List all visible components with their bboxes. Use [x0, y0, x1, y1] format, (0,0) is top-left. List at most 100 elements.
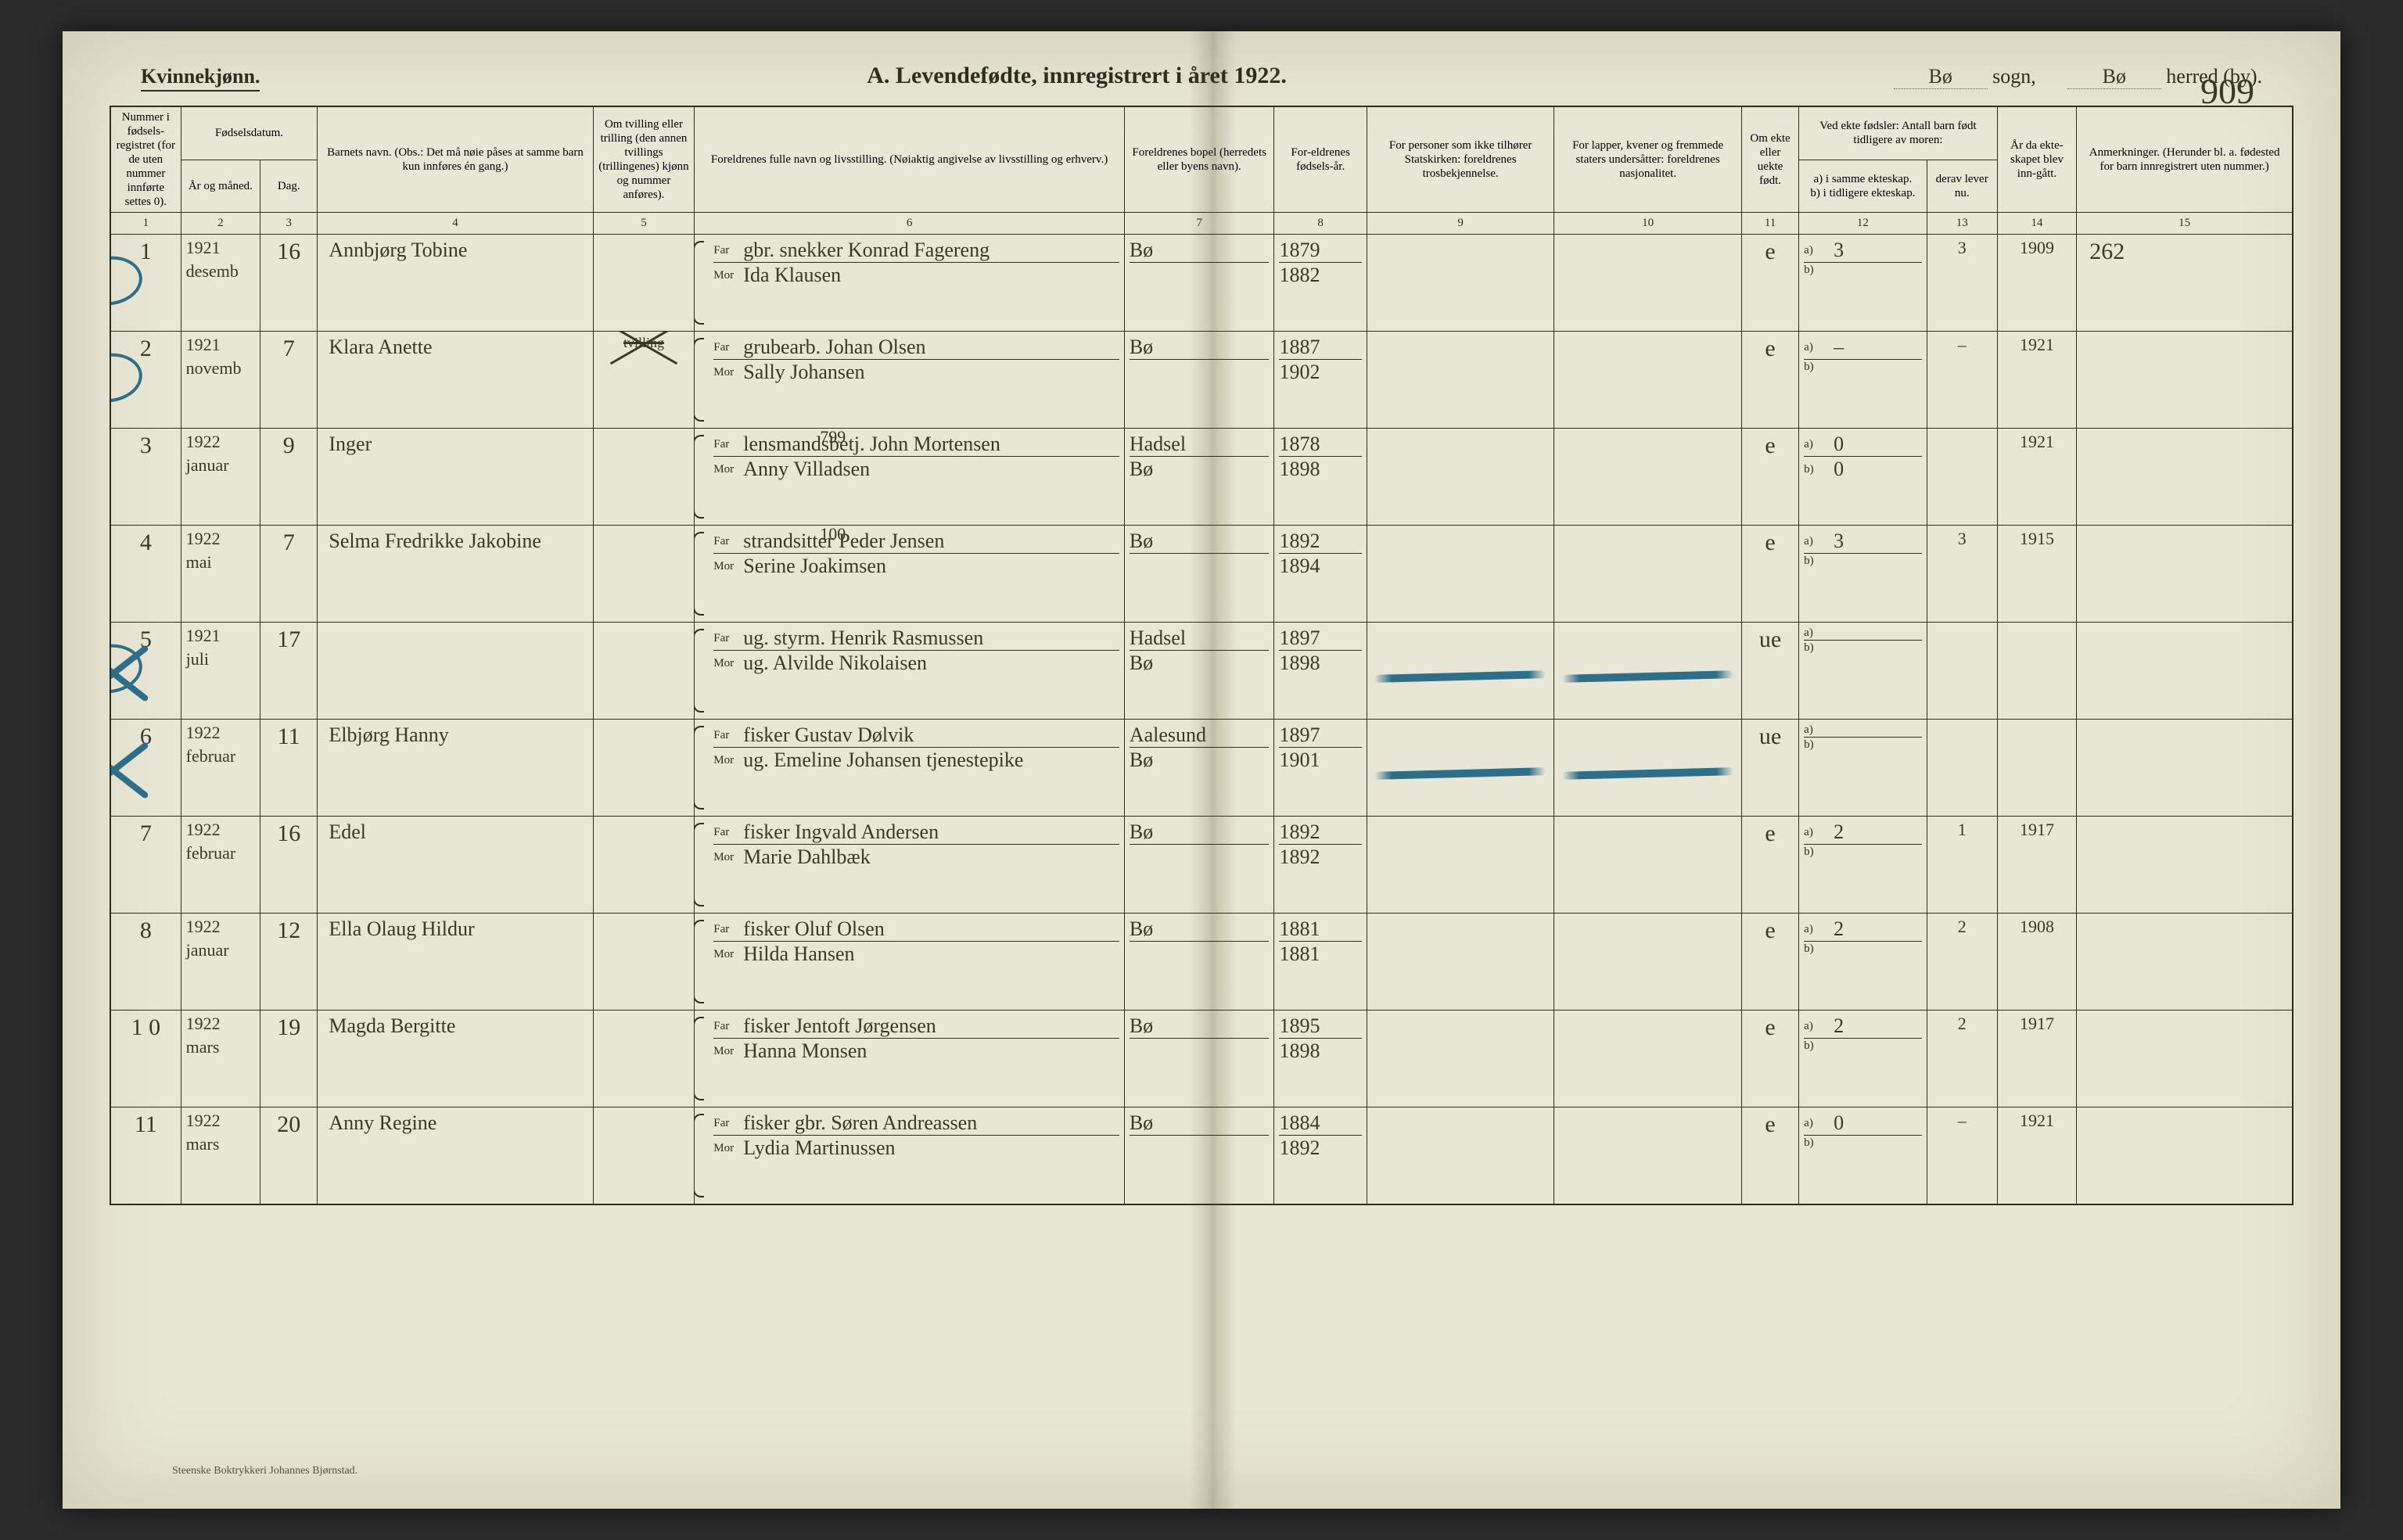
- table-row: 41922mai7Selma Fredrikke Jakobine100Fars…: [110, 526, 2293, 623]
- father-line: Farfisker Jentoft Jørgensen: [713, 1014, 1119, 1038]
- col-header-4: Barnets navn. (Obs.: Det må nøie påses a…: [318, 106, 593, 213]
- birth-year: 1922: [186, 529, 255, 549]
- table-head: Nummer i fødsels-registret (for de uten …: [110, 106, 2293, 235]
- cell-parents: Farfisker Gustav DølvikMorug. Emeline Jo…: [695, 720, 1125, 817]
- birth-day: 7: [265, 529, 312, 557]
- cell-parents: Farfisker Oluf OlsenMorHilda Hansen: [695, 914, 1125, 1011]
- cell-living: –: [1927, 332, 1997, 429]
- entry-number: 4: [116, 529, 176, 557]
- residence-pair: AalesundBø: [1130, 723, 1270, 772]
- father-birth-year: 1897: [1279, 626, 1361, 650]
- far-label: Far: [713, 922, 737, 936]
- cell-child: Magda Bergitte: [318, 1011, 593, 1107]
- cell-number: 3: [110, 429, 181, 526]
- birth-year: 1921: [186, 238, 255, 258]
- table-row: 111922mars20Anny RegineFarfisker gbr. Sø…: [110, 1107, 2293, 1204]
- mother-line: MorAnny Villadsen: [713, 456, 1119, 481]
- col-header-13: derav lever nu.: [1927, 160, 1997, 212]
- parent-years: 18951898: [1279, 1014, 1361, 1063]
- far-label: Far: [713, 243, 737, 257]
- birth-year: 1922: [186, 723, 255, 743]
- marriage-year: 1908: [2002, 917, 2071, 937]
- children-living: –: [1932, 1111, 1992, 1131]
- children-living: 3: [1932, 529, 1992, 549]
- cell-number: 6: [110, 720, 181, 817]
- children-a: a)3: [1804, 238, 1921, 262]
- cell-ym: 1922februar: [181, 720, 260, 817]
- birth-year-month: 1922februar: [186, 723, 255, 767]
- children-a: a)–: [1804, 335, 1921, 359]
- birth-day: 17: [265, 626, 312, 654]
- mor-label: Mor: [713, 850, 737, 864]
- birth-month: mai: [186, 552, 255, 573]
- mother-birth-year: 1894: [1279, 553, 1361, 578]
- marriage-year: 1921: [2002, 335, 2071, 355]
- residence-mother: Bø: [1130, 456, 1270, 481]
- residence-pair: Bø: [1130, 1014, 1270, 1039]
- col-header-12a-b: b) i tidligere ekteskap.: [1804, 186, 1921, 200]
- parent-years: 18971901: [1279, 723, 1361, 772]
- father-name: fisker gbr. Søren Andreassen: [743, 1111, 977, 1135]
- legitimacy: e: [1747, 529, 1794, 557]
- cell-marriage: 1921: [1997, 429, 2076, 526]
- residence-father: Aalesund: [1130, 723, 1270, 747]
- cell-twin: [593, 526, 695, 623]
- cell-living: 2: [1927, 1011, 1997, 1107]
- cell-living: 3: [1927, 526, 1997, 623]
- cell-ym: 1921juli: [181, 623, 260, 720]
- cell-twin: [593, 720, 695, 817]
- cell-religion: [1367, 914, 1554, 1011]
- title-period: .: [1281, 63, 1287, 88]
- mor-label: Mor: [713, 462, 737, 476]
- birth-year-month: 1922januar: [186, 917, 255, 961]
- birth-day: 20: [265, 1111, 312, 1139]
- children-a-value: 2: [1834, 1014, 1844, 1038]
- mother-name: ug. Emeline Johansen tjenestepike: [743, 748, 1023, 772]
- children-a-value: 2: [1834, 820, 1844, 844]
- child-name: Inger: [322, 432, 587, 456]
- children-b: b): [1804, 737, 1921, 752]
- cell-byr: 18921892: [1274, 817, 1367, 914]
- cell-day: 9: [260, 429, 318, 526]
- col-header-1: Nummer i fødsels-registret (for de uten …: [110, 106, 181, 213]
- far-label: Far: [713, 534, 737, 548]
- marriage-year: 1915: [2002, 529, 2071, 549]
- col-header-14: År da ekte-skapet blev inn-gått.: [1997, 106, 2076, 213]
- cell-parents: 799Farlensmandsbetj. John MortensenMorAn…: [695, 429, 1125, 526]
- blue-strike: [1562, 670, 1734, 683]
- father-birth-year: 1881: [1279, 917, 1361, 941]
- cell-leg: e: [1741, 817, 1798, 914]
- far-label: Far: [713, 825, 737, 839]
- mother-birth-year: 1898: [1279, 1038, 1361, 1063]
- cell-parents: Fargbr. snekker Konrad FagerengMorIda Kl…: [695, 235, 1125, 332]
- children-b: b): [1804, 553, 1921, 568]
- birth-day: 9: [265, 432, 312, 460]
- cell-res: HadselBø: [1124, 623, 1274, 720]
- cell-living: –: [1927, 1107, 1997, 1204]
- cell-children: a)2b): [1799, 1011, 1927, 1107]
- col-header-12a-a: a) i samme ekteskap.: [1804, 172, 1921, 186]
- father-birth-year: 1884: [1279, 1111, 1361, 1135]
- colnum: 8: [1274, 213, 1367, 235]
- children-b: b): [1804, 1038, 1921, 1053]
- parents-pair: Fargbr. snekker Konrad FagerengMorIda Kl…: [699, 238, 1119, 287]
- birth-year-month: 1922januar: [186, 432, 255, 476]
- cell-number: 1: [110, 235, 181, 332]
- far-label: Far: [713, 1116, 737, 1130]
- far-label: Far: [713, 728, 737, 742]
- cell-parents: 100Farstrandsitter Peder JensenMorSerine…: [695, 526, 1125, 623]
- cell-marriage: 1917: [1997, 1011, 2076, 1107]
- cell-religion: [1367, 235, 1554, 332]
- cell-day: 7: [260, 332, 318, 429]
- page-title: A. Levendefødte, innregistrert i året 19…: [291, 63, 1862, 89]
- father-line: Fargbr. snekker Konrad Fagereng: [713, 238, 1119, 262]
- brace-icon: [695, 629, 705, 713]
- mother-name: Marie Dahlbæk: [743, 845, 870, 869]
- children-living: 1: [1932, 820, 1992, 840]
- mother-name: Hanna Monsen: [743, 1039, 867, 1063]
- cell-child: Inger: [318, 429, 593, 526]
- cell-nationality: [1554, 526, 1742, 623]
- colnum: 9: [1367, 213, 1554, 235]
- ledger-page: 909 Kvinnekjønn. A. Levendefødte, innreg…: [63, 31, 2340, 1509]
- parent-years: 18841892: [1279, 1111, 1361, 1160]
